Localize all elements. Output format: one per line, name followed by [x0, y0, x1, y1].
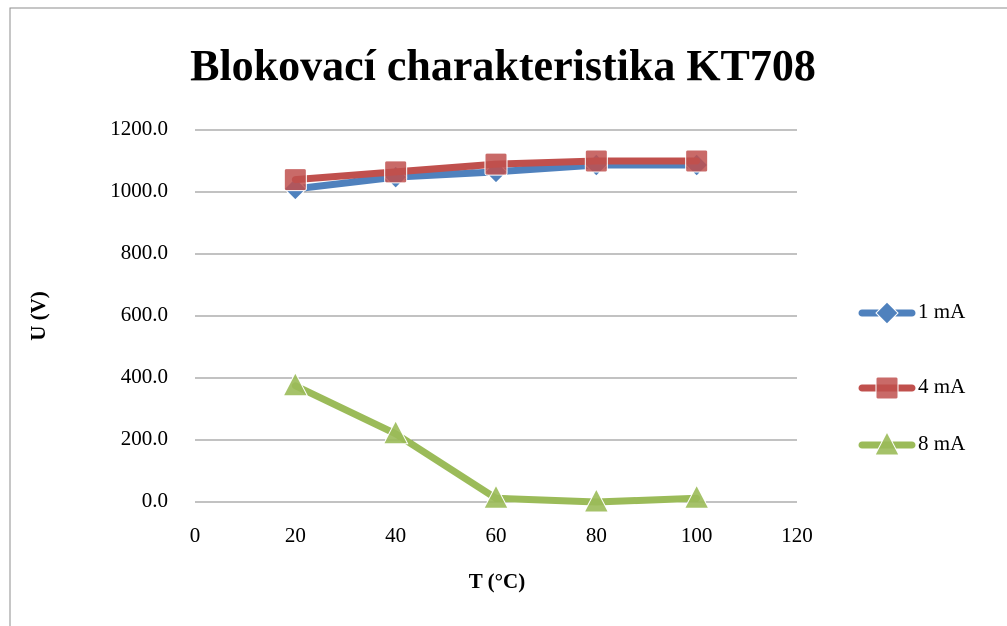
legend-label: 1 mA	[918, 299, 966, 323]
y-tick-label: 600.0	[121, 302, 168, 326]
x-tick-label: 60	[486, 523, 507, 547]
marker	[583, 487, 610, 513]
y-tick-label: 1000.0	[110, 178, 168, 202]
marker	[875, 376, 899, 400]
marker	[683, 484, 710, 509]
x-tick-label: 100	[681, 523, 713, 547]
marker	[874, 430, 900, 456]
x-tick-label: 120	[781, 523, 813, 547]
marker	[483, 484, 509, 509]
marker	[875, 301, 899, 325]
y-tick-label: 200.0	[121, 426, 168, 450]
legend-entry: 4 mA	[858, 374, 966, 400]
legend-entry: 8 mA	[858, 430, 966, 456]
marker	[282, 371, 309, 397]
legend-label: 4 mA	[918, 374, 966, 398]
y-tick-label: 1200.0	[110, 116, 168, 140]
marker	[484, 152, 508, 176]
chart-frame	[9, 7, 1007, 626]
y-tick-label: 800.0	[121, 240, 168, 264]
marker	[382, 419, 409, 445]
marker	[283, 168, 307, 192]
x-tick-label: 20	[285, 523, 306, 547]
legend-entry: 1 mA	[858, 299, 966, 325]
marker	[384, 160, 408, 184]
chart-title: Blokovací charakteristika KT708	[190, 41, 816, 90]
marker	[685, 149, 709, 173]
x-tick-label: 40	[385, 523, 406, 547]
x-tick-label: 0	[190, 523, 201, 547]
x-axis-label: T (°C)	[469, 569, 525, 593]
marker	[584, 149, 608, 173]
y-tick-label: 0.0	[142, 488, 168, 512]
x-tick-label: 80	[586, 523, 607, 547]
y-tick-label: 400.0	[121, 364, 168, 388]
legend-label: 8 mA	[918, 431, 966, 455]
y-axis-label: U (V)	[26, 291, 50, 341]
